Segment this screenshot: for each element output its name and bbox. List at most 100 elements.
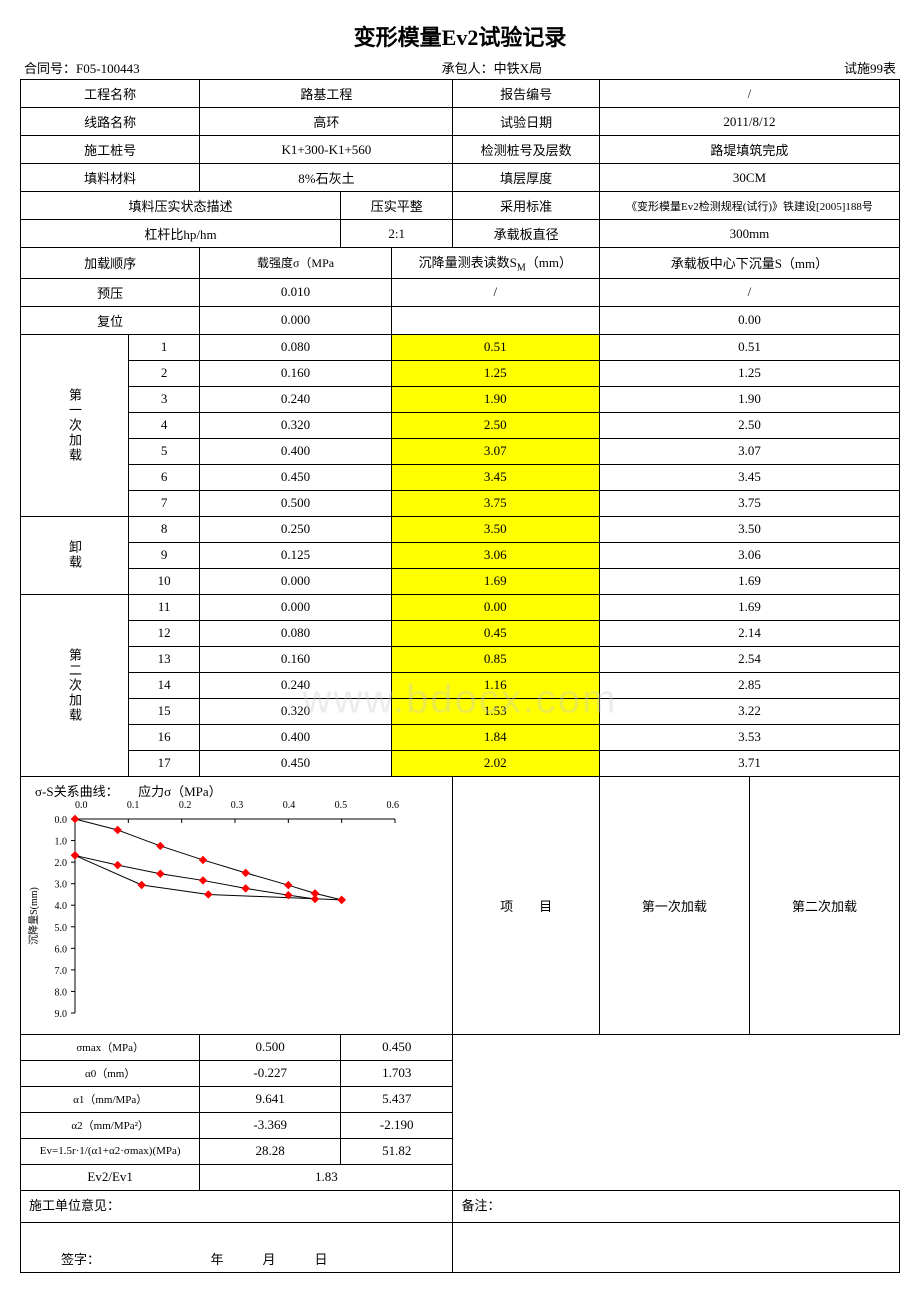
val-detect: 路堤填筑完成 [599,136,899,164]
cell-settlement: 2.50 [599,412,899,438]
contractor-label: 承包人： [442,61,494,76]
chart: 0.00.10.20.30.40.50.60.01.02.03.04.05.06… [25,800,448,1030]
res-header-second: 第二次加载 [749,776,899,1034]
cell-reading: 3.45 [391,464,599,490]
svg-text:沉降量S(mm): 沉降量S(mm) [27,887,40,945]
data-row: 第二次加载110.0000.001.69 [21,594,900,620]
val-material: 8%石灰土 [200,164,453,192]
cell-n: 9 [129,542,200,568]
cell-reading: 2.50 [391,412,599,438]
col-seq: 加载顺序 [21,248,200,279]
cell-n: 2 [129,360,200,386]
main-table: 工程名称 路基工程 报告编号 / 线路名称 高环 试验日期 2011/8/12 … [20,79,900,1273]
remark-label: 备注： [453,1190,900,1222]
phase-label: 第二次加载 [21,594,129,776]
cell-n: 14 [129,672,200,698]
cell-stress: 0.450 [200,750,391,776]
cell-settlement: 2.85 [599,672,899,698]
cell-n: 3 [129,386,200,412]
cell-stress: 0.400 [200,438,391,464]
cell-stress: 0.240 [200,672,391,698]
cell-settlement: 0.51 [599,334,899,360]
result-v2: 51.82 [340,1138,453,1164]
val-compaction: 压实平整 [340,192,453,220]
lbl-thickness: 填层厚度 [453,164,599,192]
result-label: σmax（MPa） [21,1034,200,1060]
data-row: 170.4502.023.71 [21,750,900,776]
cell-reading: 1.16 [391,672,599,698]
row-reset: 复位 0.000 0.00 [21,306,900,334]
cell-reading: 0.85 [391,646,599,672]
cell-stress: 0.125 [200,542,391,568]
cell-reading: 0.45 [391,620,599,646]
page-title: 变形模量Ev2试验记录 [20,20,900,52]
cell-settlement: 2.54 [599,646,899,672]
val-lever: 2:1 [340,220,453,248]
cell-n: 17 [129,750,200,776]
cell-settlement: 3.06 [599,542,899,568]
cell-reading: 1.84 [391,724,599,750]
cell-settlement: 1.69 [599,568,899,594]
contractor: 中铁X局 [494,61,542,76]
cell-settlement: 1.25 [599,360,899,386]
cell-reading: 3.06 [391,542,599,568]
col-settlement: 承载板中心下沉量S（mm） [599,248,899,279]
data-row: 150.3201.533.22 [21,698,900,724]
svg-text:0.0: 0.0 [55,815,68,826]
reset-settlement: 0.00 [599,306,899,334]
cell-n: 5 [129,438,200,464]
sign-line: 签字： 年 月 日 [21,1222,453,1272]
result-v1: 28.28 [200,1138,341,1164]
val-thickness: 30CM [599,164,899,192]
chart-title-axis: 应力σ（MPa） [138,784,222,799]
val-date: 2011/8/12 [599,108,899,136]
data-row: 60.4503.453.45 [21,464,900,490]
result-v2: 5.437 [340,1086,453,1112]
cell-settlement: 1.90 [599,386,899,412]
val-plate: 300mm [599,220,899,248]
cell-stress: 0.000 [200,568,391,594]
res-ratio-label: Ev2/Ev1 [21,1164,200,1190]
result-label: α2（mm/MPa²） [21,1112,200,1138]
cell-stress: 0.160 [200,646,391,672]
cell-settlement: 3.75 [599,490,899,516]
cell-reading: 3.07 [391,438,599,464]
cell-stress: 0.250 [200,516,391,542]
cell-stress: 0.320 [200,698,391,724]
result-v2: -2.190 [340,1112,453,1138]
svg-text:1.0: 1.0 [55,836,68,847]
cell-reading: 1.25 [391,360,599,386]
lbl-project: 工程名称 [21,80,200,108]
cell-n: 8 [129,516,200,542]
svg-text:4.0: 4.0 [55,901,68,912]
col-stress: 载强度σ（MPa [200,248,391,279]
phase-label: 第一次加载 [21,334,129,516]
data-row: 卸载80.2503.503.50 [21,516,900,542]
result-v1: 9.641 [200,1086,341,1112]
preload-settlement: / [599,278,899,306]
cell-stress: 0.080 [200,334,391,360]
cell-n: 13 [129,646,200,672]
cell-settlement: 1.69 [599,594,899,620]
cell-n: 4 [129,412,200,438]
cell-settlement: 3.71 [599,750,899,776]
cell-n: 16 [129,724,200,750]
data-row: 140.2401.162.85 [21,672,900,698]
result-row: α2（mm/MPa²）-3.369-2.190 [21,1112,900,1138]
result-label: Ev=1.5r·1/(α1+α2·σmax)(MPa) [21,1138,200,1164]
header-line: 合同号：F05-100443 承包人：中铁X局 试施99表 [20,58,900,77]
cell-stress: 0.240 [200,386,391,412]
svg-text:6.0: 6.0 [55,944,68,955]
result-v1: -3.369 [200,1112,341,1138]
lbl-compaction: 填料压实状态描述 [21,192,341,220]
cell-settlement: 3.22 [599,698,899,724]
lbl-report: 报告编号 [453,80,599,108]
svg-text:8.0: 8.0 [55,987,68,998]
val-station: K1+300-K1+560 [200,136,453,164]
data-row: 160.4001.843.53 [21,724,900,750]
cell-n: 11 [129,594,200,620]
lbl-station: 施工桩号 [21,136,200,164]
form-no: 试施99表 [844,58,896,77]
reset-label: 复位 [21,306,200,334]
cell-n: 7 [129,490,200,516]
